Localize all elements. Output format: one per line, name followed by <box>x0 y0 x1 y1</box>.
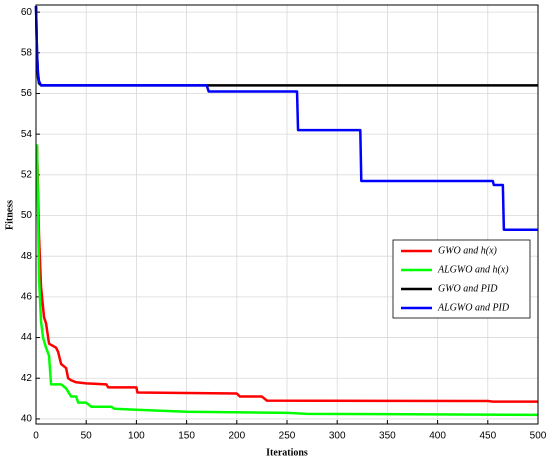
y-tick-label: 40 <box>21 414 33 425</box>
y-tick-label: 48 <box>21 251 33 262</box>
x-tick-label: 250 <box>279 431 296 442</box>
grid <box>35 5 539 424</box>
legend-label: ALGWO and PID <box>437 302 510 313</box>
x-tick-label: 50 <box>81 431 93 442</box>
x-tick-label: 200 <box>228 431 245 442</box>
x-tick-label: 150 <box>178 431 195 442</box>
plot-frame <box>35 4 539 425</box>
y-tick-label: 54 <box>21 129 33 140</box>
y-tick-label: 50 <box>21 210 33 221</box>
series-line <box>35 144 539 417</box>
y-tick-label: 46 <box>21 292 33 303</box>
legend-label: GWO and h(x) <box>438 245 498 256</box>
x-tick-label: 0 <box>33 431 39 442</box>
series-line <box>35 146 538 403</box>
lines <box>34 5 539 417</box>
legend-box <box>392 239 531 319</box>
y-tick-label: 60 <box>21 7 33 18</box>
series-line <box>34 5 538 232</box>
x-tick-label: 450 <box>479 431 496 442</box>
legend-label: GWO and PID <box>438 283 498 294</box>
x-tick-label: 300 <box>329 431 346 442</box>
y-tick-label: 52 <box>21 169 33 180</box>
x-tick-label: 500 <box>530 431 547 442</box>
y-tick-label: 56 <box>21 88 33 99</box>
legend: GWO and h(x) ALGWO and h(x) GWO and PID ALG… <box>401 245 510 313</box>
y-tick-label: 42 <box>21 373 33 384</box>
legend-label: ALGWO and h(x) <box>437 264 509 275</box>
y-axis-label: Fitness <box>4 200 15 230</box>
y-tick-label: 44 <box>21 332 33 343</box>
x-axis-label: Iterations <box>266 447 308 458</box>
x-tick-label: 100 <box>128 431 145 442</box>
x-tick-label: 350 <box>379 431 396 442</box>
y-tick-label: 58 <box>21 47 33 58</box>
x-tick-label: 400 <box>429 431 446 442</box>
